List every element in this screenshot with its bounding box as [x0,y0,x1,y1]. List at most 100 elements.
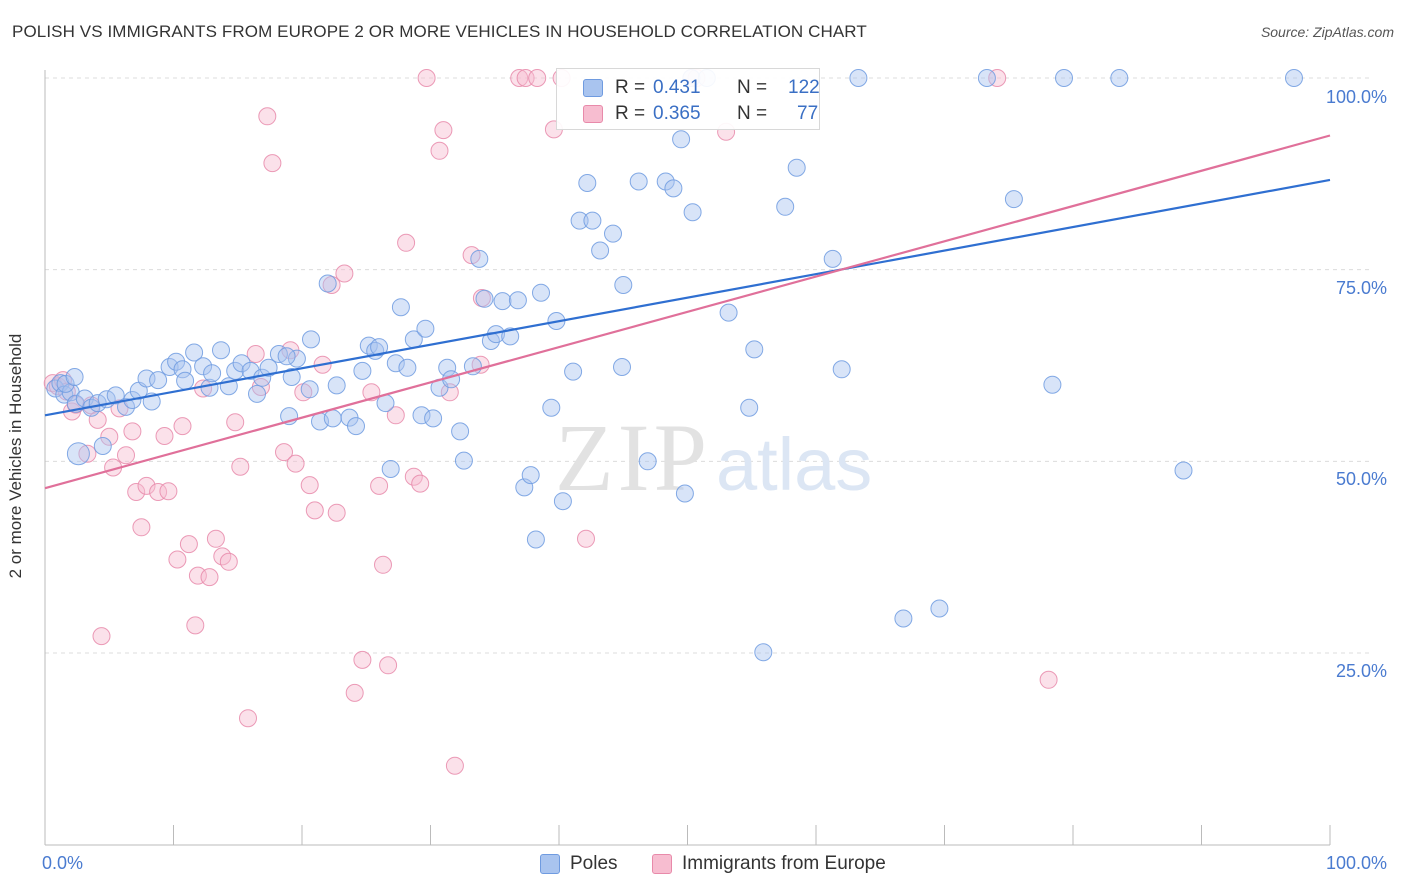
poles-point [185,343,204,362]
legend-n-value: 122 [788,77,820,98]
poles-point [412,406,431,425]
poles-point [591,241,610,260]
poles-point [347,417,365,436]
immigrants-point [275,443,293,462]
poles-point [438,358,457,377]
poles-point [930,599,949,618]
immigrants-point [345,683,364,702]
immigrants-point [379,656,398,675]
poles-point [745,340,764,359]
poles-point [232,354,251,373]
poles-point [323,409,342,428]
series-immigrants-points [43,69,1058,775]
poles-point [719,303,738,322]
poles-point [212,341,230,360]
immigrants-point [155,427,174,445]
immigrants-point [159,482,178,501]
immigrants-point [188,566,207,585]
poles-point [977,69,996,87]
immigrants-point [239,709,257,728]
poles-point [849,69,868,87]
poles-point [638,452,657,471]
immigrants-point [117,446,135,465]
poles-point [754,643,773,662]
immigrants-point [100,427,119,446]
poles-point [532,283,550,302]
immigrants-point [1039,670,1058,689]
y-tick-label-75: 75.0% [1336,278,1388,298]
immigrants-point [186,616,205,635]
poles-point [176,371,195,390]
immigrants-point [179,535,198,554]
poles-point [65,368,84,386]
bottom-legend-swatch-poles [540,854,560,874]
poles-point [613,358,631,376]
poles-point [672,130,691,149]
poles-point [604,224,622,243]
poles-point [1055,69,1073,87]
immigrants-point [286,454,305,473]
x-tick-label-min: 0.0% [42,853,84,873]
series-poles-points [46,69,1303,662]
immigrants-point [370,476,389,495]
poles-point [787,158,806,177]
immigrants-point [263,154,282,173]
poles-point [386,354,405,373]
immigrants-point [132,518,151,537]
poles-point [542,398,561,417]
poles-point [370,338,389,357]
poles-point [117,397,135,416]
immigrants-point [258,107,277,126]
legend-r-label: R = [615,103,646,124]
immigrants-point [411,474,430,493]
poles-trend-line [44,178,1331,417]
source-label: Source: ZipAtlas.com [1260,24,1394,40]
poles-point [1285,69,1303,87]
poles-point [1174,461,1193,480]
immigrants-point [528,69,547,87]
poles-point [493,292,512,311]
immigrants-point [123,422,142,441]
immigrants-point [219,552,238,571]
poles-point [194,357,213,376]
poles-point [664,179,683,198]
poles-point [454,451,473,470]
chart-title: POLISH VS IMMIGRANTS FROM EUROPE 2 OR MO… [12,22,867,41]
poles-point [46,379,65,398]
bottom-legend-label-immigrants: Immigrants from Europe [682,853,886,874]
immigrants-point [137,476,156,495]
poles-point [475,289,494,308]
poles-point [656,172,675,191]
poles-point [93,437,112,455]
y-axis-label-text: 2 or more Vehicles in Household [6,333,25,579]
poles-point [137,369,156,388]
y-tick-label-100: 100.0% [1326,87,1388,107]
poles-point [327,376,346,395]
poles-point [683,203,702,222]
poles-point [1004,190,1023,209]
immigrants-point [246,345,265,363]
immigrants-point [78,444,97,463]
watermark-zip: ZIP [555,404,711,511]
legend-swatch-poles [583,79,603,97]
immigrants-point [206,529,225,548]
poles-point [776,197,795,216]
legend-swatch-immigrants [583,105,603,123]
legend-n-label: N = [737,77,768,98]
poles-point [416,319,435,338]
poles-point [241,361,260,380]
poles-point [832,360,851,379]
poles-point [894,609,913,628]
legend-r-value: 0.431 [653,77,701,98]
legend-r-label: R = [615,77,646,98]
poles-point [66,442,90,466]
poles-point [56,374,75,393]
y-tick-label-25: 25.0% [1336,661,1388,681]
watermark: ZIP atlas [555,404,872,511]
poles-point [424,409,443,428]
poles-point [149,371,168,390]
legend-r-value: 0.365 [653,103,701,124]
immigrants-point [440,383,459,402]
poles-point [300,380,319,399]
